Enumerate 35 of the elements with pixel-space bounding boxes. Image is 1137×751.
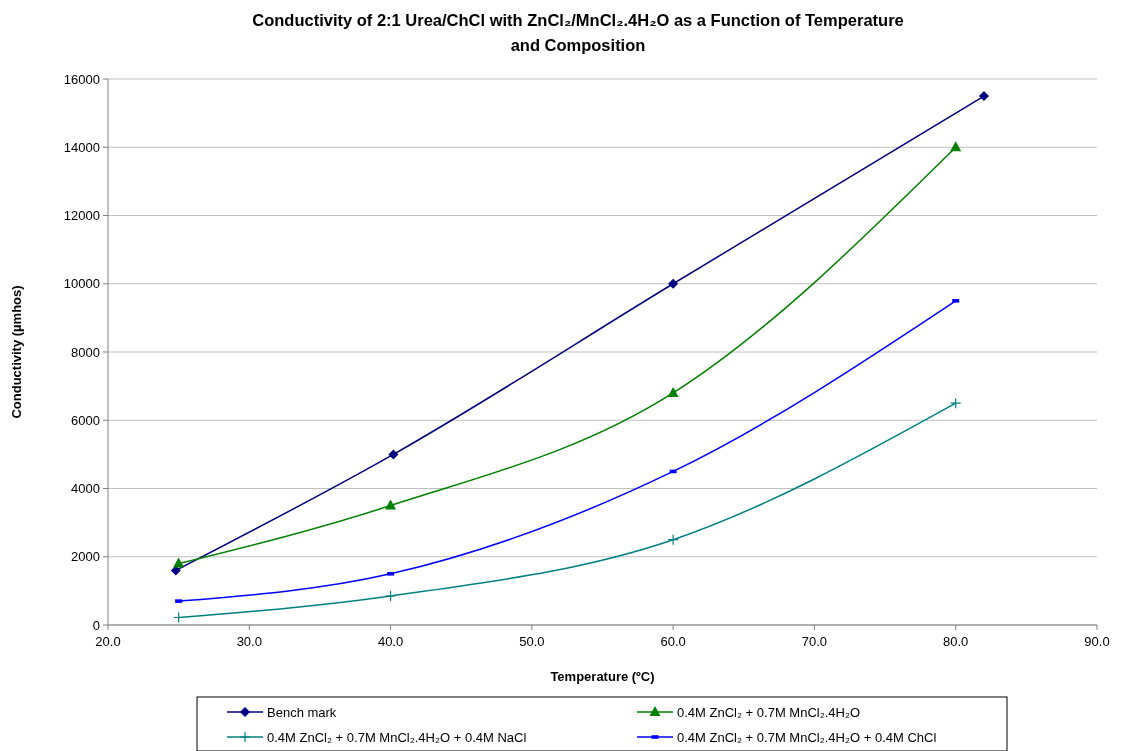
chart-title: Conductivity of 2:1 Urea/ChCl with ZnCl₂/MnCl₂.4H₂O as a Function of Temperature and Composition bbox=[252, 11, 904, 54]
x-tick-label: 80.0 bbox=[943, 634, 969, 649]
x-tick-label: 20.0 bbox=[95, 634, 121, 649]
point bbox=[173, 557, 185, 568]
legend-label: 0.4M ZnCl₂ + 0.7M MnCl₂.4H₂O bbox=[677, 704, 861, 720]
x-tick-label: 70.0 bbox=[801, 634, 828, 649]
x-tick-label: 50.0 bbox=[519, 634, 545, 649]
y-tick-label: 10000 bbox=[63, 276, 100, 292]
legend-label: Bench mark bbox=[267, 704, 337, 720]
point bbox=[667, 386, 679, 397]
legend-label: 0.4M ZnCl₂ + 0.7M MnCl₂.4H₂O + 0.4M NaCl bbox=[267, 729, 527, 745]
legend-label: 0.4M ZnCl₂ + 0.7M MnCl₂.4H₂O + 0.4M ChCl bbox=[677, 729, 937, 745]
y-tick-label: 6000 bbox=[71, 412, 100, 428]
point bbox=[978, 91, 989, 102]
point bbox=[385, 499, 397, 510]
x-tick-label: 40.0 bbox=[377, 634, 404, 649]
point bbox=[384, 590, 397, 602]
point bbox=[388, 449, 399, 460]
point bbox=[950, 141, 962, 152]
x-axis-title: Temperature (ºC) bbox=[550, 669, 655, 684]
y-tick-label: 4000 bbox=[71, 481, 100, 496]
y-tick-label: 8000 bbox=[71, 344, 100, 360]
point bbox=[950, 397, 962, 409]
x-tick-label: 30.0 bbox=[236, 634, 262, 649]
y-axis-title: Conductivity (µmhos) bbox=[9, 285, 24, 419]
point bbox=[667, 534, 679, 546]
x-tick-label: 60.0 bbox=[660, 634, 686, 649]
x-tick-label: 90.0 bbox=[1084, 634, 1110, 649]
y-tick-label: 12000 bbox=[63, 208, 100, 223]
point bbox=[668, 278, 679, 289]
y-tick-label: 2000 bbox=[71, 549, 100, 565]
y-tick-label: 0 bbox=[92, 617, 100, 633]
point bbox=[173, 611, 185, 624]
y-tick-label: 14000 bbox=[63, 139, 100, 155]
y-tick-label: 16000 bbox=[63, 71, 100, 87]
